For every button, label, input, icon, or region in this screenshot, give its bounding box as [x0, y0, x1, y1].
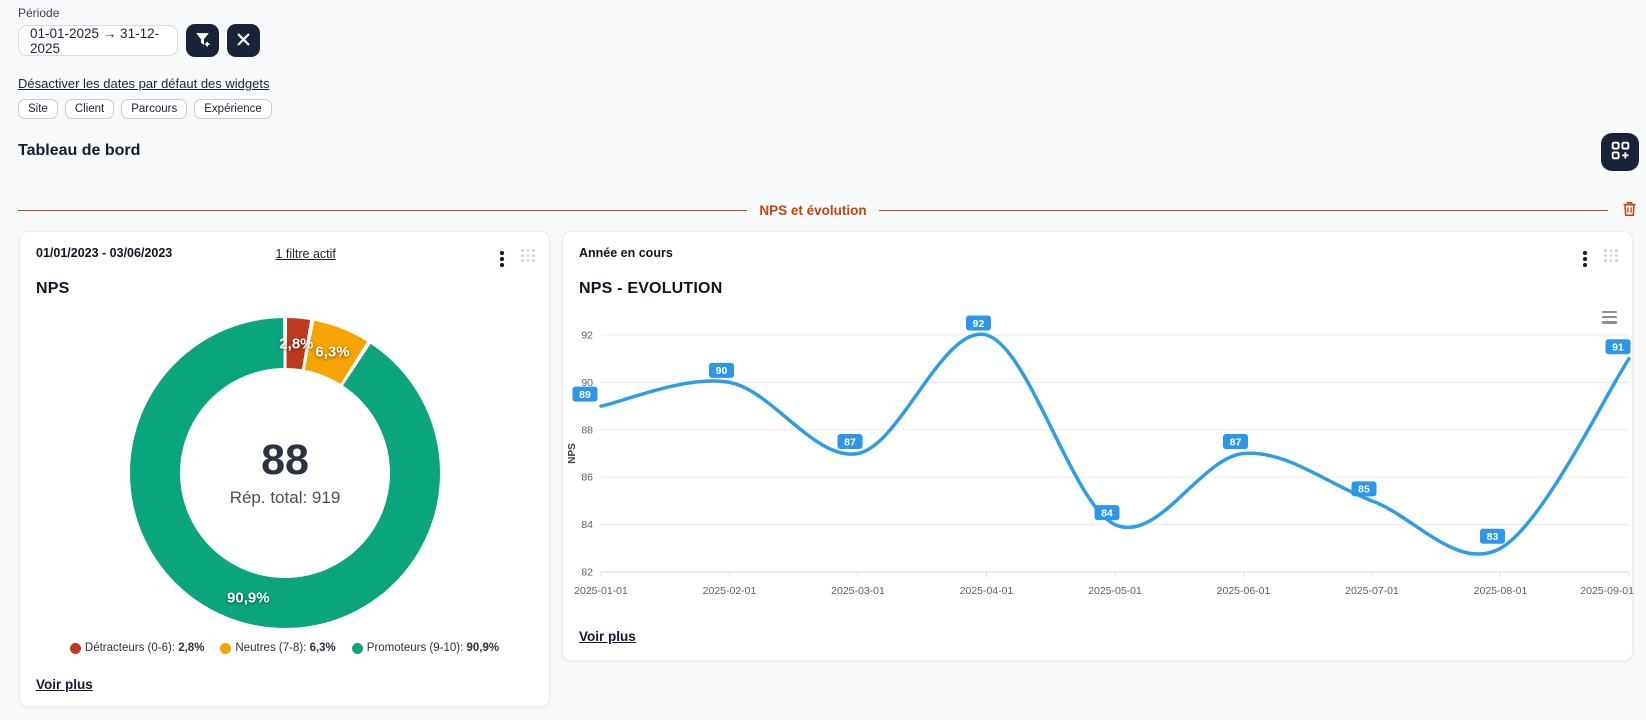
chip-experience[interactable]: Expérience	[194, 99, 272, 119]
svg-text:85: 85	[1358, 484, 1370, 496]
chip-parcours[interactable]: Parcours	[121, 99, 188, 119]
nps-card-title: NPS	[36, 280, 70, 297]
nps-score-value: 88	[261, 435, 309, 484]
divider-line	[18, 209, 748, 212]
svg-text:2025-04-01: 2025-04-01	[960, 585, 1014, 597]
legend-dot	[220, 642, 232, 654]
svg-text:92: 92	[581, 330, 593, 342]
svg-text:2025-08-01: 2025-08-01	[1474, 585, 1528, 597]
svg-text:91: 91	[1612, 342, 1624, 354]
trash-icon	[1622, 201, 1637, 220]
evolution-card: Année en cours NPS - EVOLUTION 82 84 86 88 9…	[562, 231, 1634, 661]
svg-text:2025-05-01: 2025-05-01	[1088, 585, 1142, 597]
svg-text:2025-09-01: 2025-09-01	[1580, 585, 1634, 597]
page-title: Tableau de bord	[18, 142, 141, 159]
nps-total-responses: Rép. total: 919	[229, 487, 341, 507]
svg-text:2025-03-01: 2025-03-01	[831, 585, 885, 597]
nps-donut-center: 88 Rép. total: 919	[180, 368, 390, 578]
add-widget-button[interactable]	[1601, 133, 1639, 171]
svg-text:90: 90	[581, 377, 593, 389]
svg-text:83: 83	[1487, 531, 1499, 543]
delete-section-button[interactable]	[1622, 201, 1637, 220]
period-controls: 01-01-2025 → 31-12-2025	[18, 24, 260, 57]
donut-slice-label: 90,9%	[227, 589, 270, 607]
nps-card-drag-handle[interactable]	[521, 249, 535, 262]
divider-line	[878, 209, 1609, 212]
svg-text:2025-06-01: 2025-06-01	[1217, 585, 1271, 597]
legend-dot	[351, 642, 363, 654]
evolution-voir-plus-link[interactable]: Voir plus	[579, 629, 636, 644]
svg-text:87: 87	[1230, 436, 1242, 448]
legend-item[interactable]: Promoteurs (9-10): 90,9%	[351, 642, 500, 654]
legend-item[interactable]: Détracteurs (0-6): 2,8%	[69, 642, 205, 654]
donut-slice-label: 6,3%	[315, 343, 350, 361]
add-filter-button[interactable]	[186, 24, 219, 57]
svg-text:88: 88	[581, 424, 593, 436]
chip-site[interactable]: Site	[18, 99, 58, 119]
nps-card-period: 01/01/2023 - 03/06/2023	[36, 246, 173, 260]
nps-voir-plus-link[interactable]: Voir plus	[36, 677, 93, 692]
chip-client[interactable]: Client	[64, 99, 115, 119]
donut-slice-label: 2,8%	[279, 335, 314, 352]
clear-filter-button[interactable]	[227, 24, 260, 57]
svg-text:87: 87	[844, 436, 856, 448]
svg-text:2025-07-01: 2025-07-01	[1345, 585, 1399, 597]
active-filter-link[interactable]: 1 filtre actif	[275, 247, 336, 261]
section-title: NPS et évolution	[759, 203, 867, 218]
period-date-range-input[interactable]: 01-01-2025 → 31-12-2025	[18, 25, 178, 56]
legend-label: Promoteurs (9-10): 90,9%	[366, 642, 500, 654]
periode-label: Période	[18, 6, 60, 20]
svg-text:84: 84	[1101, 507, 1113, 519]
svg-text:89: 89	[579, 389, 591, 401]
nps-legend: Détracteurs (0-6): 2,8% Neutres (7-8): 6,…	[20, 642, 549, 654]
svg-text:2025-01-01: 2025-01-01	[574, 585, 628, 597]
svg-text:2025-02-01: 2025-02-01	[703, 585, 757, 597]
section-divider: NPS et évolution	[18, 201, 1637, 220]
disable-default-dates-link[interactable]: Désactiver les dates par défaut des widg…	[18, 76, 270, 91]
kebab-icon	[1583, 251, 1587, 267]
chart-context-menu-button[interactable]	[1599, 308, 1620, 327]
legend-item[interactable]: Neutres (7-8): 6,3%	[220, 642, 336, 654]
filter-chips: Site Client Parcours Expérience	[18, 99, 272, 119]
x-icon	[237, 33, 250, 49]
evolution-line-chart: 82 84 86 88 90 92 2025-01-01 2025-02-01 2025-03-…	[567, 315, 1634, 597]
nps-donut-chart: 88 Rép. total: 919 2,8% 6,3% 90,9%	[130, 318, 440, 628]
legend-dot	[69, 642, 81, 654]
evolution-card-period: Année en cours	[579, 246, 673, 260]
svg-text:82: 82	[581, 567, 593, 579]
svg-text:92: 92	[973, 318, 985, 330]
hamburger-icon	[1602, 311, 1617, 324]
evolution-card-menu-button[interactable]	[1580, 248, 1590, 270]
legend-label: Détracteurs (0-6): 2,8%	[84, 642, 205, 654]
funnel-plus-icon	[194, 31, 211, 51]
svg-text:84: 84	[581, 519, 593, 531]
legend-label: Neutres (7-8): 6,3%	[235, 642, 336, 654]
svg-text:90: 90	[716, 365, 728, 377]
evolution-card-drag-handle[interactable]	[1604, 249, 1618, 262]
svg-text:NPS: NPS	[567, 443, 578, 464]
kebab-icon	[500, 251, 504, 267]
nps-card: 01/01/2023 - 03/06/2023 1 filtre actif N…	[19, 231, 550, 707]
nps-card-menu-button[interactable]	[497, 248, 507, 270]
svg-text:86: 86	[581, 472, 593, 484]
evolution-card-title: NPS - EVOLUTION	[579, 280, 723, 297]
widget-grid-plus-icon	[1611, 141, 1630, 163]
